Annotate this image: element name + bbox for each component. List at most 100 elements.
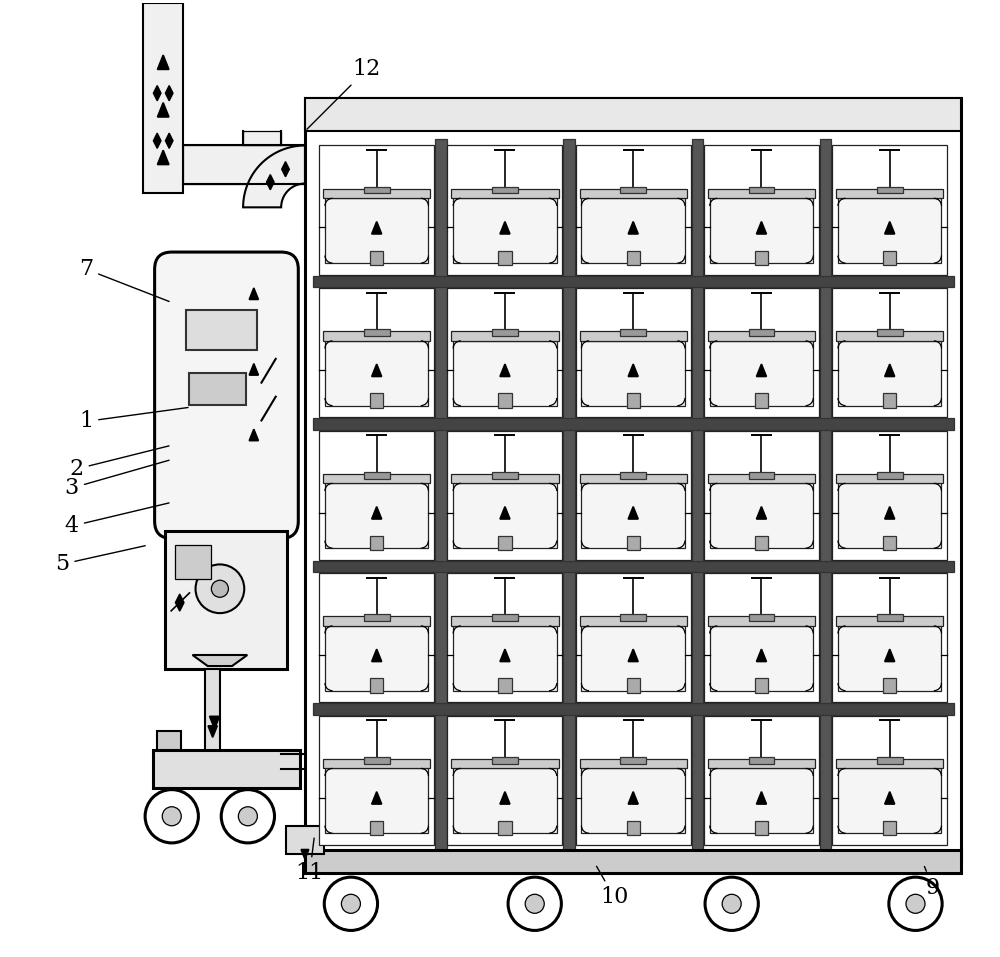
Bar	[319, 573, 434, 702]
Bar	[305, 98, 961, 859]
Polygon shape	[372, 222, 382, 234]
Polygon shape	[500, 364, 510, 376]
Polygon shape	[372, 506, 382, 519]
Bar	[370, 393, 383, 408]
Bar	[319, 716, 434, 845]
Bar	[836, 474, 943, 483]
Bar	[205, 669, 220, 783]
Bar	[498, 821, 512, 835]
Bar	[370, 821, 383, 835]
Bar	[325, 626, 428, 691]
Bar	[883, 536, 896, 550]
Bar	[580, 474, 687, 483]
Bar	[451, 474, 559, 483]
Polygon shape	[500, 506, 510, 519]
Bar	[576, 716, 691, 845]
Bar	[447, 573, 562, 702]
Bar	[627, 679, 640, 693]
Bar	[313, 561, 954, 572]
Polygon shape	[165, 133, 173, 148]
Polygon shape	[885, 649, 895, 661]
Bar	[325, 483, 428, 548]
Circle shape	[162, 807, 181, 826]
Text: 2: 2	[70, 446, 169, 480]
Text: 10: 10	[597, 866, 628, 908]
Bar	[710, 768, 813, 834]
Bar	[364, 329, 390, 336]
Polygon shape	[175, 594, 184, 612]
Circle shape	[341, 894, 360, 913]
Polygon shape	[500, 222, 510, 234]
Bar	[370, 536, 383, 550]
Bar	[325, 768, 428, 834]
Bar	[313, 418, 954, 430]
Bar	[498, 251, 512, 265]
Polygon shape	[249, 364, 258, 375]
Bar	[325, 341, 428, 406]
Bar	[704, 573, 819, 702]
Polygon shape	[372, 364, 382, 376]
Polygon shape	[628, 649, 638, 661]
Bar	[323, 616, 430, 626]
Bar	[627, 393, 640, 408]
Bar	[305, 850, 961, 874]
Bar	[580, 331, 687, 341]
Bar	[877, 187, 903, 193]
Polygon shape	[885, 222, 895, 234]
Bar	[319, 288, 434, 417]
Polygon shape	[500, 649, 510, 661]
Bar	[498, 393, 512, 408]
Bar	[704, 288, 819, 417]
Bar	[323, 331, 430, 341]
Bar	[364, 472, 390, 478]
Polygon shape	[628, 791, 638, 804]
Polygon shape	[192, 655, 247, 666]
Bar	[836, 331, 943, 341]
Bar	[620, 187, 646, 193]
Bar	[836, 616, 943, 626]
Bar	[453, 626, 557, 691]
Bar	[451, 759, 559, 768]
Bar	[447, 716, 562, 845]
Bar	[581, 483, 685, 548]
Bar	[175, 545, 211, 579]
Bar	[832, 573, 947, 702]
Bar	[708, 759, 815, 768]
Bar	[708, 189, 815, 198]
Polygon shape	[885, 506, 895, 519]
Bar	[883, 251, 896, 265]
Bar	[620, 329, 646, 336]
Bar	[447, 288, 562, 417]
Circle shape	[221, 790, 275, 843]
Bar	[710, 341, 813, 406]
Bar	[877, 614, 903, 621]
Bar	[580, 616, 687, 626]
Polygon shape	[282, 162, 289, 177]
Bar	[838, 483, 941, 548]
Bar	[451, 189, 559, 198]
Bar	[453, 483, 557, 548]
Text: 9: 9	[924, 866, 940, 899]
Bar	[620, 614, 646, 621]
Circle shape	[889, 878, 942, 930]
Bar	[581, 768, 685, 834]
Bar	[704, 145, 819, 275]
Polygon shape	[757, 791, 766, 804]
Bar	[498, 679, 512, 693]
Bar	[710, 483, 813, 548]
Bar	[186, 309, 257, 350]
Bar	[581, 198, 685, 263]
Bar	[838, 626, 941, 691]
Bar	[323, 759, 430, 768]
Bar	[364, 187, 390, 193]
Circle shape	[705, 878, 758, 930]
Polygon shape	[249, 430, 258, 440]
Bar	[453, 198, 557, 263]
Bar	[755, 821, 768, 835]
Polygon shape	[372, 791, 382, 804]
Bar	[832, 145, 947, 275]
Bar	[838, 768, 941, 834]
Bar	[157, 730, 181, 749]
Circle shape	[238, 807, 257, 826]
Polygon shape	[757, 506, 766, 519]
